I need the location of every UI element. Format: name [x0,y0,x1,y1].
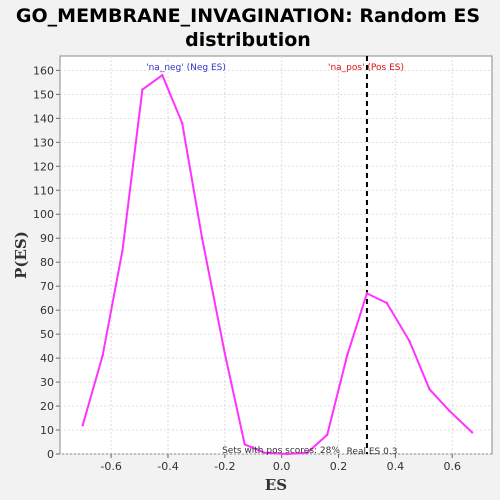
x-tick-label: 0.0 [273,460,291,473]
y-tick-label: 40 [40,352,54,365]
data-point [141,88,144,91]
y-tick-label: 20 [40,400,54,413]
data-point [121,249,124,252]
es-distribution-line [81,73,473,456]
data-point [223,352,227,355]
chart-title-line2: distribution [185,29,311,51]
data-point [385,301,389,305]
neg-es-label: 'na_neg' (Neg ES) [146,63,226,73]
data-point [428,388,431,391]
pos-scores-note: Sets with pos scores: 28% [222,446,340,456]
y-tick-label: 0 [47,448,54,461]
y-tick-label: 150 [33,88,54,101]
x-tick-label: 0.4 [387,460,405,473]
x-tick-label: -0.6 [100,460,121,473]
data-point [345,354,349,357]
x-tick-label: -0.2 [214,460,235,473]
y-tick-label: 10 [40,424,54,437]
grid-lines [60,56,492,455]
x-tick-label: 0.6 [443,460,461,473]
y-axis-ticks: 0 10 20 30 40 50 60 70 80 90 100 110 120 130 140 150 160 [33,64,60,461]
x-axis-label: ES [265,476,287,494]
y-tick-label: 130 [33,136,54,149]
data-point [306,451,309,455]
data-point [161,73,164,77]
data-points [81,73,474,456]
data-point [470,431,474,434]
data-point [81,424,84,427]
data-point [181,121,184,125]
x-tick-label: 0.2 [330,460,348,473]
data-point [365,292,369,295]
y-tick-label: 160 [33,64,54,77]
real-es-label: Real ES 0.3 [347,447,398,457]
y-tick-label: 60 [40,304,54,317]
data-point [200,237,204,240]
y-tick-label: 120 [33,160,54,173]
chart-title-line1: GO_MEMBRANE_INVAGINATION: Random ES [16,5,480,27]
y-tick-label: 50 [40,328,54,341]
data-point [101,354,104,357]
y-tick-label: 100 [33,208,54,221]
y-axis-label: P(ES) [12,231,30,279]
data-point [408,340,411,343]
x-axis-ticks: -0.6 -0.4 -0.2 0.0 0.2 0.4 0.6 [100,454,461,473]
y-tick-label: 140 [33,112,54,125]
data-point [448,409,451,413]
data-point [263,451,266,455]
plot-area [59,55,493,455]
y-tick-label: 30 [40,376,54,389]
x-tick-label: -0.4 [157,460,178,473]
y-tick-label: 110 [33,184,54,197]
pos-es-label: 'na_pos' (Pos ES) [328,63,404,73]
data-point [286,452,289,456]
data-point [325,433,329,437]
data-point [243,443,246,446]
y-tick-label: 70 [40,280,54,293]
y-tick-label: 90 [40,232,54,245]
y-tick-label: 80 [40,256,54,269]
